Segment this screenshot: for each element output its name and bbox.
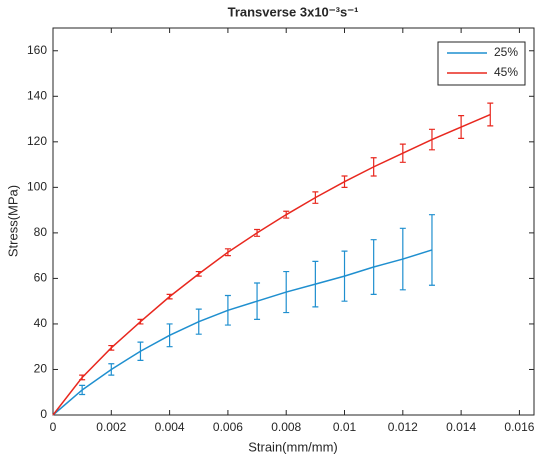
error-bar xyxy=(312,260,319,308)
error-bar xyxy=(108,363,115,376)
error-bar xyxy=(370,157,377,177)
y-tick-label: 0 xyxy=(40,407,47,421)
error-bar xyxy=(254,228,261,237)
error-bar xyxy=(79,374,86,381)
y-tick-label: 140 xyxy=(27,88,47,102)
error-bar xyxy=(195,270,202,277)
error-bar xyxy=(428,214,435,286)
x-tick-label: 0.006 xyxy=(213,420,243,434)
error-bar xyxy=(399,227,406,291)
y-tick-label: 60 xyxy=(34,271,48,285)
plot-area xyxy=(52,27,535,416)
chart-title: Transverse 3x10⁻³s⁻¹ xyxy=(228,4,359,19)
error-bar xyxy=(79,384,86,396)
error-bar xyxy=(166,323,173,348)
y-tick-label: 40 xyxy=(34,316,48,330)
x-tick-label: 0.01 xyxy=(333,420,357,434)
error-bar xyxy=(283,270,290,314)
y-tick-label: 20 xyxy=(34,362,48,376)
error-bar xyxy=(166,293,173,300)
error-bar xyxy=(341,175,348,188)
error-bar xyxy=(254,282,261,320)
error-bar xyxy=(312,191,319,204)
x-tick-label: 0.014 xyxy=(446,420,476,434)
error-bar xyxy=(341,250,348,302)
x-tick-label: 0.008 xyxy=(271,420,301,434)
legend-label: 45% xyxy=(494,65,518,79)
x-tick-label: 0 xyxy=(50,420,57,434)
series-line xyxy=(52,249,433,416)
y-tick-label: 100 xyxy=(27,180,47,194)
series-line xyxy=(52,113,491,416)
error-bar xyxy=(370,239,377,295)
legend-box xyxy=(437,41,526,86)
error-bar xyxy=(108,344,115,351)
error-bar xyxy=(458,115,465,140)
error-bar xyxy=(224,294,231,326)
y-tick-label: 160 xyxy=(27,43,47,57)
legend-label: 25% xyxy=(494,45,518,59)
x-axis-label: Strain(mm/mm) xyxy=(248,439,338,454)
error-bar xyxy=(137,341,144,361)
x-tick-label: 0.002 xyxy=(96,420,126,434)
error-bar xyxy=(224,248,231,257)
error-bar xyxy=(195,308,202,335)
y-tick-label: 80 xyxy=(34,225,48,239)
error-bar xyxy=(137,318,144,325)
x-tick-label: 0.004 xyxy=(155,420,185,434)
y-axis-label: Stress(MPa) xyxy=(5,185,20,257)
error-bar xyxy=(428,128,435,151)
x-tick-label: 0.012 xyxy=(388,420,418,434)
error-bar xyxy=(283,210,290,219)
y-tick-label: 120 xyxy=(27,134,47,148)
error-bar xyxy=(399,143,406,163)
x-tick-label: 0.016 xyxy=(504,420,534,434)
error-bar xyxy=(487,102,494,127)
